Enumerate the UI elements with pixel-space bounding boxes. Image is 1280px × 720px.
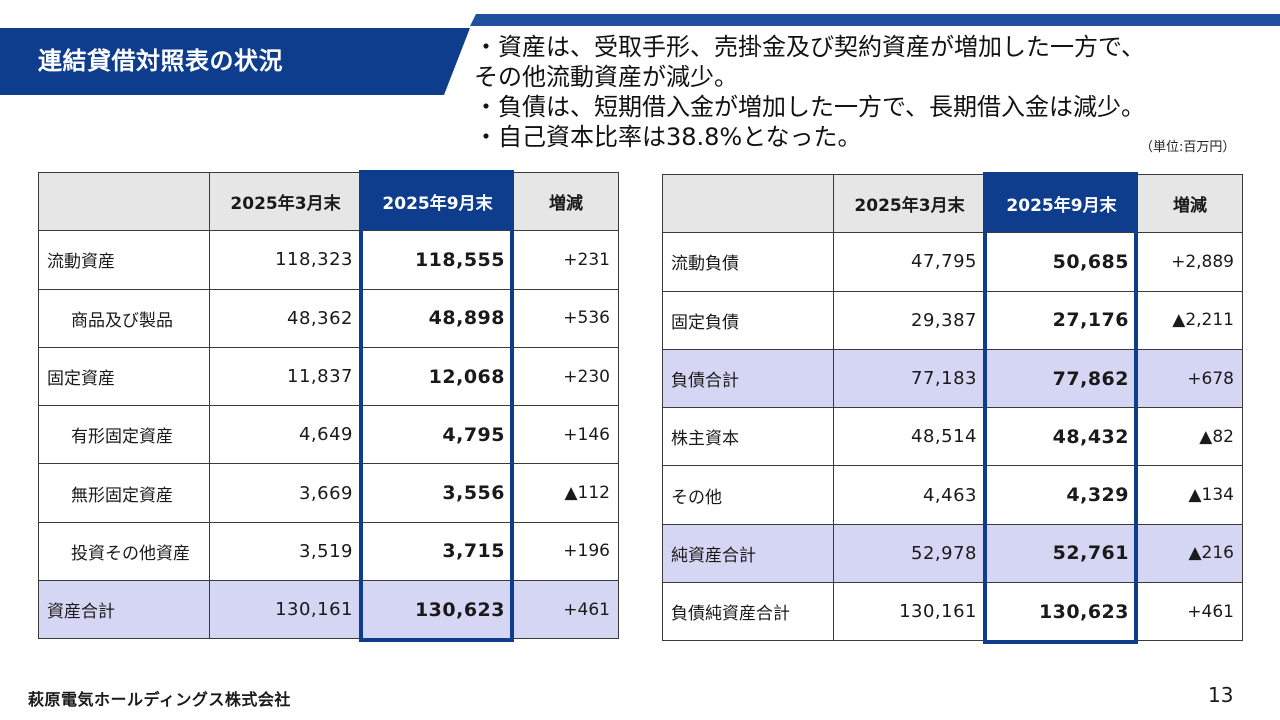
summary-bullets: ・資産は、受取手形、売掛金及び契約資産が増加した一方で、 その他流動資産が減少。… (474, 32, 1194, 152)
row-prev: 3,669 (209, 463, 362, 523)
row-curr: 4,329 (985, 465, 1138, 525)
liabilities-table: 2025年3月末 2025年9月末 増減 流動負債 47,795 50,685 … (662, 173, 1243, 642)
row-diff: ▲134 (1137, 465, 1243, 525)
row-prev: 4,649 (209, 405, 362, 465)
table-row-total: 純資産合計 52,978 52,761 ▲216 (662, 523, 1243, 584)
row-curr: 130,623 (361, 580, 514, 640)
row-diff: +146 (513, 405, 619, 465)
table-row: 無形固定資産 3,669 3,556 ▲112 (38, 463, 619, 523)
row-prev: 118,323 (209, 230, 362, 290)
row-prev: 77,183 (833, 348, 986, 409)
table-row: 商品及び製品 48,362 48,898 +536 (38, 288, 619, 348)
row-curr: 48,898 (361, 288, 514, 348)
row-prev: 48,514 (833, 407, 986, 467)
row-diff: ▲216 (1137, 523, 1243, 584)
header-diff: 増減 (1137, 173, 1243, 234)
row-label: 流動負債 (662, 232, 834, 292)
row-curr: 3,715 (361, 521, 514, 582)
row-curr: 130,623 (985, 582, 1138, 642)
row-prev: 48,362 (209, 288, 362, 348)
row-label: 商品及び製品 (38, 288, 210, 348)
header-label (38, 171, 210, 232)
row-label: 有形固定資産 (38, 405, 210, 465)
row-curr: 50,685 (985, 232, 1138, 292)
table-header-row: 2025年3月末 2025年9月末 増減 (38, 171, 619, 232)
row-diff: +2,889 (1137, 232, 1243, 292)
header-diff: 増減 (513, 171, 619, 232)
row-label: 流動資産 (38, 230, 210, 290)
table-row: その他 4,463 4,329 ▲134 (662, 465, 1243, 525)
header-label (662, 173, 834, 234)
row-curr: 48,432 (985, 407, 1138, 467)
row-label: 株主資本 (662, 407, 834, 467)
row-label: 負債純資産合計 (662, 582, 834, 642)
row-diff: +536 (513, 288, 619, 348)
table-row: 固定資産 11,837 12,068 +230 (38, 346, 619, 407)
table-row: 流動資産 118,323 118,555 +231 (38, 230, 619, 290)
table-row: 流動負債 47,795 50,685 +2,889 (662, 232, 1243, 292)
table-row: 株主資本 48,514 48,432 ▲82 (662, 407, 1243, 467)
row-curr: 118,555 (361, 230, 514, 290)
row-label: 負債合計 (662, 348, 834, 409)
header-curr: 2025年9月末 (985, 173, 1138, 234)
unit-note: （単位:百万円） (1140, 140, 1236, 155)
row-label: その他 (662, 465, 834, 525)
row-diff: +678 (1137, 348, 1243, 409)
page-number: 13 (1208, 683, 1234, 707)
table-row-total: 負債合計 77,183 77,862 +678 (662, 348, 1243, 409)
row-curr: 52,761 (985, 523, 1138, 584)
assets-table: 2025年3月末 2025年9月末 増減 流動資産 118,323 118,55… (38, 171, 619, 640)
row-diff: +231 (513, 230, 619, 290)
row-label: 無形固定資産 (38, 463, 210, 523)
bullet-line: その他流動資産が減少。 (474, 63, 738, 91)
row-prev: 130,161 (833, 582, 986, 642)
table-row-total: 資産合計 130,161 130,623 +461 (38, 580, 619, 640)
table-row: 固定負債 29,387 27,176 ▲2,211 (662, 290, 1243, 350)
bullet-line: ・資産は、受取手形、売掛金及び契約資産が増加した一方で、 (474, 33, 1146, 61)
row-prev: 29,387 (833, 290, 986, 350)
row-label: 純資産合計 (662, 523, 834, 584)
row-label: 資産合計 (38, 580, 210, 640)
row-diff: ▲82 (1137, 407, 1243, 467)
row-curr: 12,068 (361, 346, 514, 407)
title-banner (0, 28, 470, 95)
row-diff: +461 (513, 580, 619, 640)
row-diff: ▲112 (513, 463, 619, 523)
row-prev: 4,463 (833, 465, 986, 525)
page-title: 連結貸借対照表の状況 (38, 47, 283, 75)
header-curr: 2025年9月末 (361, 171, 514, 232)
row-diff: +230 (513, 346, 619, 407)
header-prev: 2025年3月末 (833, 173, 986, 234)
row-prev: 130,161 (209, 580, 362, 640)
row-diff: ▲2,211 (1137, 290, 1243, 350)
company-logo-text: 萩原電気ホールディングス株式会社 (28, 690, 291, 709)
table-header-row: 2025年3月末 2025年9月末 増減 (662, 173, 1243, 234)
row-prev: 3,519 (209, 521, 362, 582)
row-label: 固定負債 (662, 290, 834, 350)
table-row: 投資その他資産 3,519 3,715 +196 (38, 521, 619, 582)
table-row: 有形固定資産 4,649 4,795 +146 (38, 405, 619, 465)
row-label: 投資その他資産 (38, 521, 210, 582)
row-curr: 27,176 (985, 290, 1138, 350)
bullet-line: ・負債は、短期借入金が増加した一方で、長期借入金は減少。 (474, 93, 1146, 121)
row-prev: 47,795 (833, 232, 986, 292)
row-diff: +461 (1137, 582, 1243, 642)
row-prev: 11,837 (209, 346, 362, 407)
row-diff: +196 (513, 521, 619, 582)
bullet-line: ・自己資本比率は38.8%となった。 (474, 123, 862, 151)
row-curr: 3,556 (361, 463, 514, 523)
row-curr: 4,795 (361, 405, 514, 465)
top-accent-stripe (470, 14, 1280, 26)
row-label: 固定資産 (38, 346, 210, 407)
header-prev: 2025年3月末 (209, 171, 362, 232)
table-row: 負債純資産合計 130,161 130,623 +461 (662, 582, 1243, 642)
row-prev: 52,978 (833, 523, 986, 584)
row-curr: 77,862 (985, 348, 1138, 409)
